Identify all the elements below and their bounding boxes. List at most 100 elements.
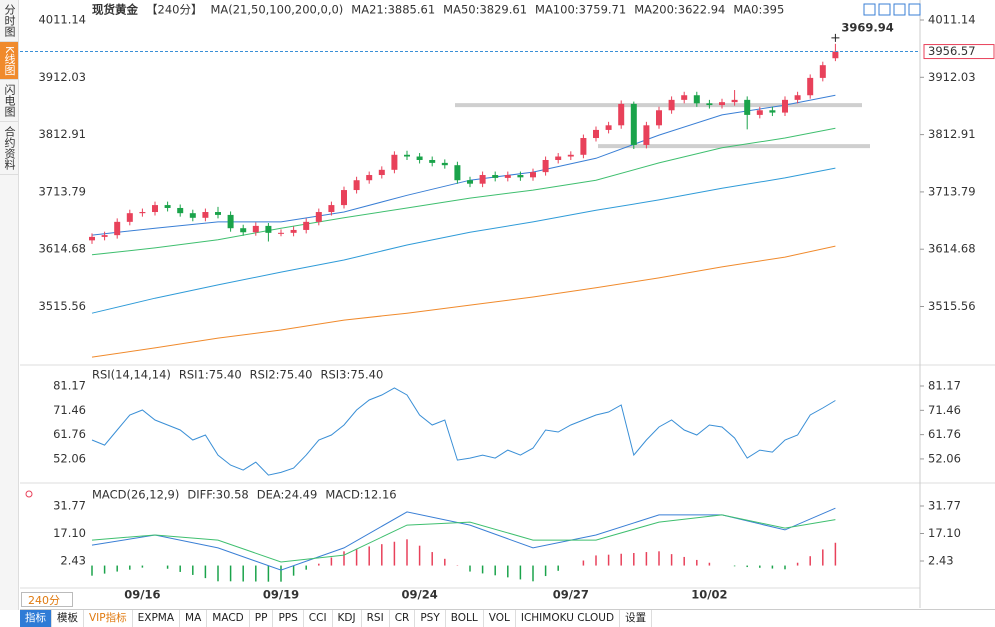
candle-body <box>341 190 347 206</box>
candle-body <box>240 228 247 233</box>
y-tick-label: 3912.03 <box>38 70 86 84</box>
y-tick-label: 31.77 <box>53 498 86 512</box>
last-price-label: 3956.57 <box>928 44 976 58</box>
ma-line <box>91 127 836 256</box>
y-tick-label: 4011.14 <box>38 13 86 27</box>
candle-body <box>303 221 310 230</box>
toolbar-tab[interactable]: BOLL <box>446 610 484 627</box>
candle-body <box>832 51 839 59</box>
toolbar-tab[interactable]: MACD <box>207 610 250 627</box>
icon[interactable] <box>908 3 921 16</box>
toolbar-tab[interactable]: PP <box>250 610 274 627</box>
legend-label: MA50:3829.61 <box>443 3 527 17</box>
candle-body <box>353 180 360 191</box>
sidebar-tab[interactable]: K线图 <box>0 42 18 81</box>
candle-body <box>278 232 284 234</box>
candle-body <box>467 180 473 184</box>
legend-label: MA200:3622.94 <box>634 3 725 17</box>
candle-body <box>731 99 738 103</box>
candle-body <box>101 235 108 237</box>
candle-body <box>656 110 662 126</box>
candle-body <box>215 212 221 215</box>
y-tick-label: 3713.79 <box>38 184 86 198</box>
candle-body <box>567 154 574 157</box>
candle-body <box>819 65 826 78</box>
candle-body <box>794 95 801 100</box>
toolbar-tab[interactable]: ICHIMOKU CLOUD <box>516 610 621 627</box>
candle-body <box>630 103 637 145</box>
toolbar-tab[interactable]: 模板 <box>52 610 84 627</box>
toolbar-tab[interactable]: 设置 <box>620 610 653 627</box>
x-tick-label: 09/27 <box>553 588 589 602</box>
icon[interactable] <box>878 3 891 16</box>
candle-body <box>290 229 297 233</box>
candle-body <box>227 214 234 229</box>
toolbar-tab[interactable]: CCI <box>304 610 333 627</box>
candle-body <box>517 175 524 178</box>
legend-label: MA100:3759.71 <box>535 3 626 17</box>
sidebar-tab[interactable]: 闪电图 <box>0 80 18 123</box>
ma-line <box>91 245 836 358</box>
toolbar-tab[interactable]: CR <box>390 610 416 627</box>
candle-body <box>555 156 562 160</box>
candle-body <box>265 225 272 233</box>
candle-body <box>366 175 373 181</box>
toolbar-tab[interactable]: VOL <box>484 610 516 627</box>
y-tick-label: 3515.56 <box>38 299 86 313</box>
candle-body <box>89 236 95 241</box>
candle-body <box>542 159 549 173</box>
toolbar-tab[interactable]: RSI <box>362 610 390 627</box>
period-select[interactable]: 240分 <box>21 592 73 607</box>
macd-line <box>91 514 836 563</box>
candle-body <box>252 225 259 233</box>
candle-body <box>492 175 499 178</box>
candle-body <box>139 212 146 214</box>
candle-body <box>643 125 650 145</box>
legend-label: 【240分】 <box>146 3 202 17</box>
legend-label: 现货黄金 <box>92 3 138 17</box>
candle-body <box>378 169 385 176</box>
x-tick-label: 10/02 <box>691 588 727 602</box>
toolbar-tab[interactable]: KDJ <box>333 610 362 627</box>
legend-label: MA(21,50,100,200,0,0) <box>210 3 343 17</box>
sidebar-tab[interactable]: 分时图 <box>0 0 18 42</box>
x-tick-label: 09/24 <box>401 588 437 602</box>
candle-body <box>114 221 121 236</box>
y-tick-label: 3912.03 <box>928 70 976 84</box>
rsi-line <box>91 387 836 476</box>
candle-body <box>404 154 410 157</box>
toolbar-tab[interactable]: VIP指标 <box>84 610 133 627</box>
high-marker <box>831 33 840 42</box>
legend-label: MA21:3885.61 <box>351 3 435 17</box>
legend-label: RSI(14,14,14) <box>92 368 171 382</box>
candle-body <box>580 138 587 155</box>
sidebar-tab[interactable]: 合约资料 <box>0 122 18 176</box>
candle-body <box>416 156 423 160</box>
legend-label: RSI3:75.40 <box>320 368 383 382</box>
toolbar-tab[interactable]: EXPMA <box>133 610 181 627</box>
toolbar-tab[interactable]: PPS <box>273 610 304 627</box>
toolbar-tab[interactable]: MA <box>180 610 208 627</box>
candle-body <box>706 103 713 106</box>
candle-body <box>668 99 675 111</box>
candle-body <box>391 154 398 170</box>
icon[interactable] <box>893 3 906 16</box>
candle-body <box>530 172 536 178</box>
high-label: 3969.94 <box>841 20 893 34</box>
candle-body <box>769 110 776 113</box>
y-tick-label: 17.10 <box>928 526 961 540</box>
y-tick-label: 3812.91 <box>928 127 976 141</box>
settings-icon[interactable] <box>25 490 33 498</box>
legend-label: MACD(26,12,9) <box>92 488 179 502</box>
candle-body <box>719 102 725 106</box>
toolbar-tab[interactable]: 指标 <box>20 610 52 627</box>
candle-body <box>593 129 599 139</box>
icon[interactable] <box>863 3 876 16</box>
candle-body <box>315 212 322 222</box>
toolbar-tab[interactable]: PSY <box>415 610 446 627</box>
y-tick-label: 71.46 <box>928 403 961 417</box>
candle-body <box>441 162 448 166</box>
y-tick-label: 3614.68 <box>928 242 976 256</box>
ma-line <box>91 167 836 314</box>
y-tick-label: 61.76 <box>53 427 86 441</box>
